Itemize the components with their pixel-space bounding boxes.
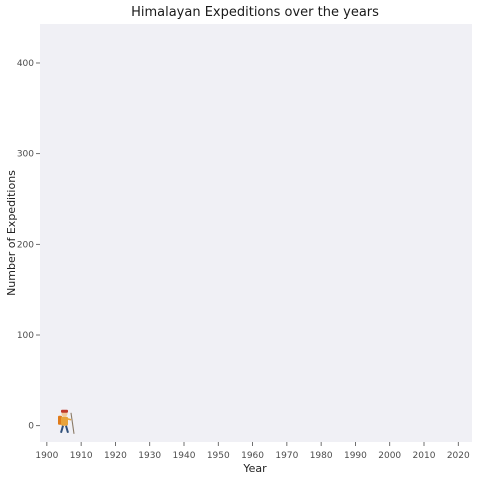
x-tick-label: 1950 xyxy=(207,451,230,461)
x-tick-label: 1970 xyxy=(275,451,298,461)
x-tick-label: 1900 xyxy=(35,451,58,461)
x-tick-label: 2000 xyxy=(378,451,401,461)
y-tick-label: 200 xyxy=(17,240,34,250)
x-tick-label: 2010 xyxy=(413,451,436,461)
x-tick-label: 1930 xyxy=(138,451,161,461)
x-axis-title: Year xyxy=(242,462,267,475)
y-tick-label: 0 xyxy=(28,422,34,432)
chart-title: Himalayan Expeditions over the years xyxy=(131,5,379,20)
x-axis: 1900 1910 1920 1930 1940 1950 1960 1970 1980 1990… xyxy=(35,442,470,461)
y-tick-label: 300 xyxy=(17,150,34,160)
climber-leg-right xyxy=(65,425,69,434)
climber-body xyxy=(61,416,68,426)
x-tick-label: 1980 xyxy=(310,451,333,461)
x-tick-label: 1990 xyxy=(344,451,367,461)
climber-hat xyxy=(61,409,68,413)
x-tick-label: 1960 xyxy=(241,451,264,461)
x-tick-label: 1920 xyxy=(104,451,127,461)
climber-leg-left xyxy=(60,425,64,434)
data-marks xyxy=(58,409,75,434)
plot-panel xyxy=(40,24,472,442)
y-axis-title: Number of Expeditions xyxy=(5,170,18,296)
x-tick-label: 1940 xyxy=(173,451,196,461)
climber-pole xyxy=(70,412,75,434)
y-axis: 0 100 200 300 400 xyxy=(17,59,40,432)
x-tick-label: 1910 xyxy=(70,451,93,461)
x-tick-label: 2020 xyxy=(447,451,470,461)
climber-icon xyxy=(58,409,75,434)
y-tick-label: 400 xyxy=(17,59,34,69)
climber-arm xyxy=(66,418,72,421)
y-tick-label: 100 xyxy=(17,331,34,341)
